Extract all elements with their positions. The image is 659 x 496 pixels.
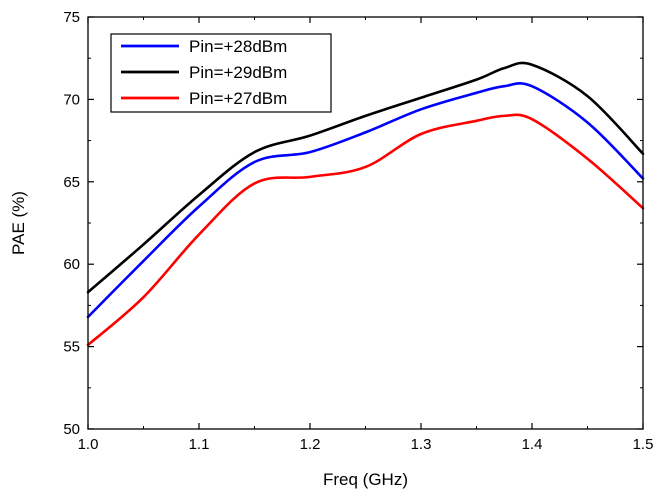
legend-label: Pin=+27dBm: [189, 89, 287, 108]
series-line-2: [86, 113, 645, 347]
series-line-1: [86, 61, 645, 294]
legend-label: Pin=+29dBm: [189, 63, 287, 82]
y-tick-label: 70: [63, 91, 80, 108]
series-layer: [86, 61, 645, 347]
x-tick-label: 1.4: [522, 436, 543, 453]
x-axis-title: Freq (GHz): [323, 470, 408, 489]
x-tick-label: 1.1: [189, 436, 210, 453]
series-line-0: [86, 81, 645, 319]
x-tick-label: 1.0: [78, 436, 99, 453]
y-tick-label: 55: [63, 339, 80, 356]
legend: Pin=+28dBm Pin=+29dBm Pin=+27dBm: [110, 33, 332, 113]
y-axis-title: PAE (%): [9, 191, 28, 255]
y-tick-label: 65: [63, 174, 80, 191]
x-tick-label: 1.2: [300, 436, 321, 453]
y-tick-label: 60: [63, 256, 80, 273]
x-tick-label: 1.5: [633, 436, 654, 453]
legend-label: Pin=+28dBm: [189, 37, 287, 56]
y-axis-ticks: 50 55 60 65 70 75: [63, 9, 643, 438]
x-tick-label: 1.3: [411, 436, 432, 453]
y-tick-label: 75: [63, 9, 80, 26]
x-axis-ticks: 1.0 1.1 1.2 1.3 1.4 1.5: [78, 17, 654, 453]
y-tick-label: 50: [63, 421, 80, 438]
